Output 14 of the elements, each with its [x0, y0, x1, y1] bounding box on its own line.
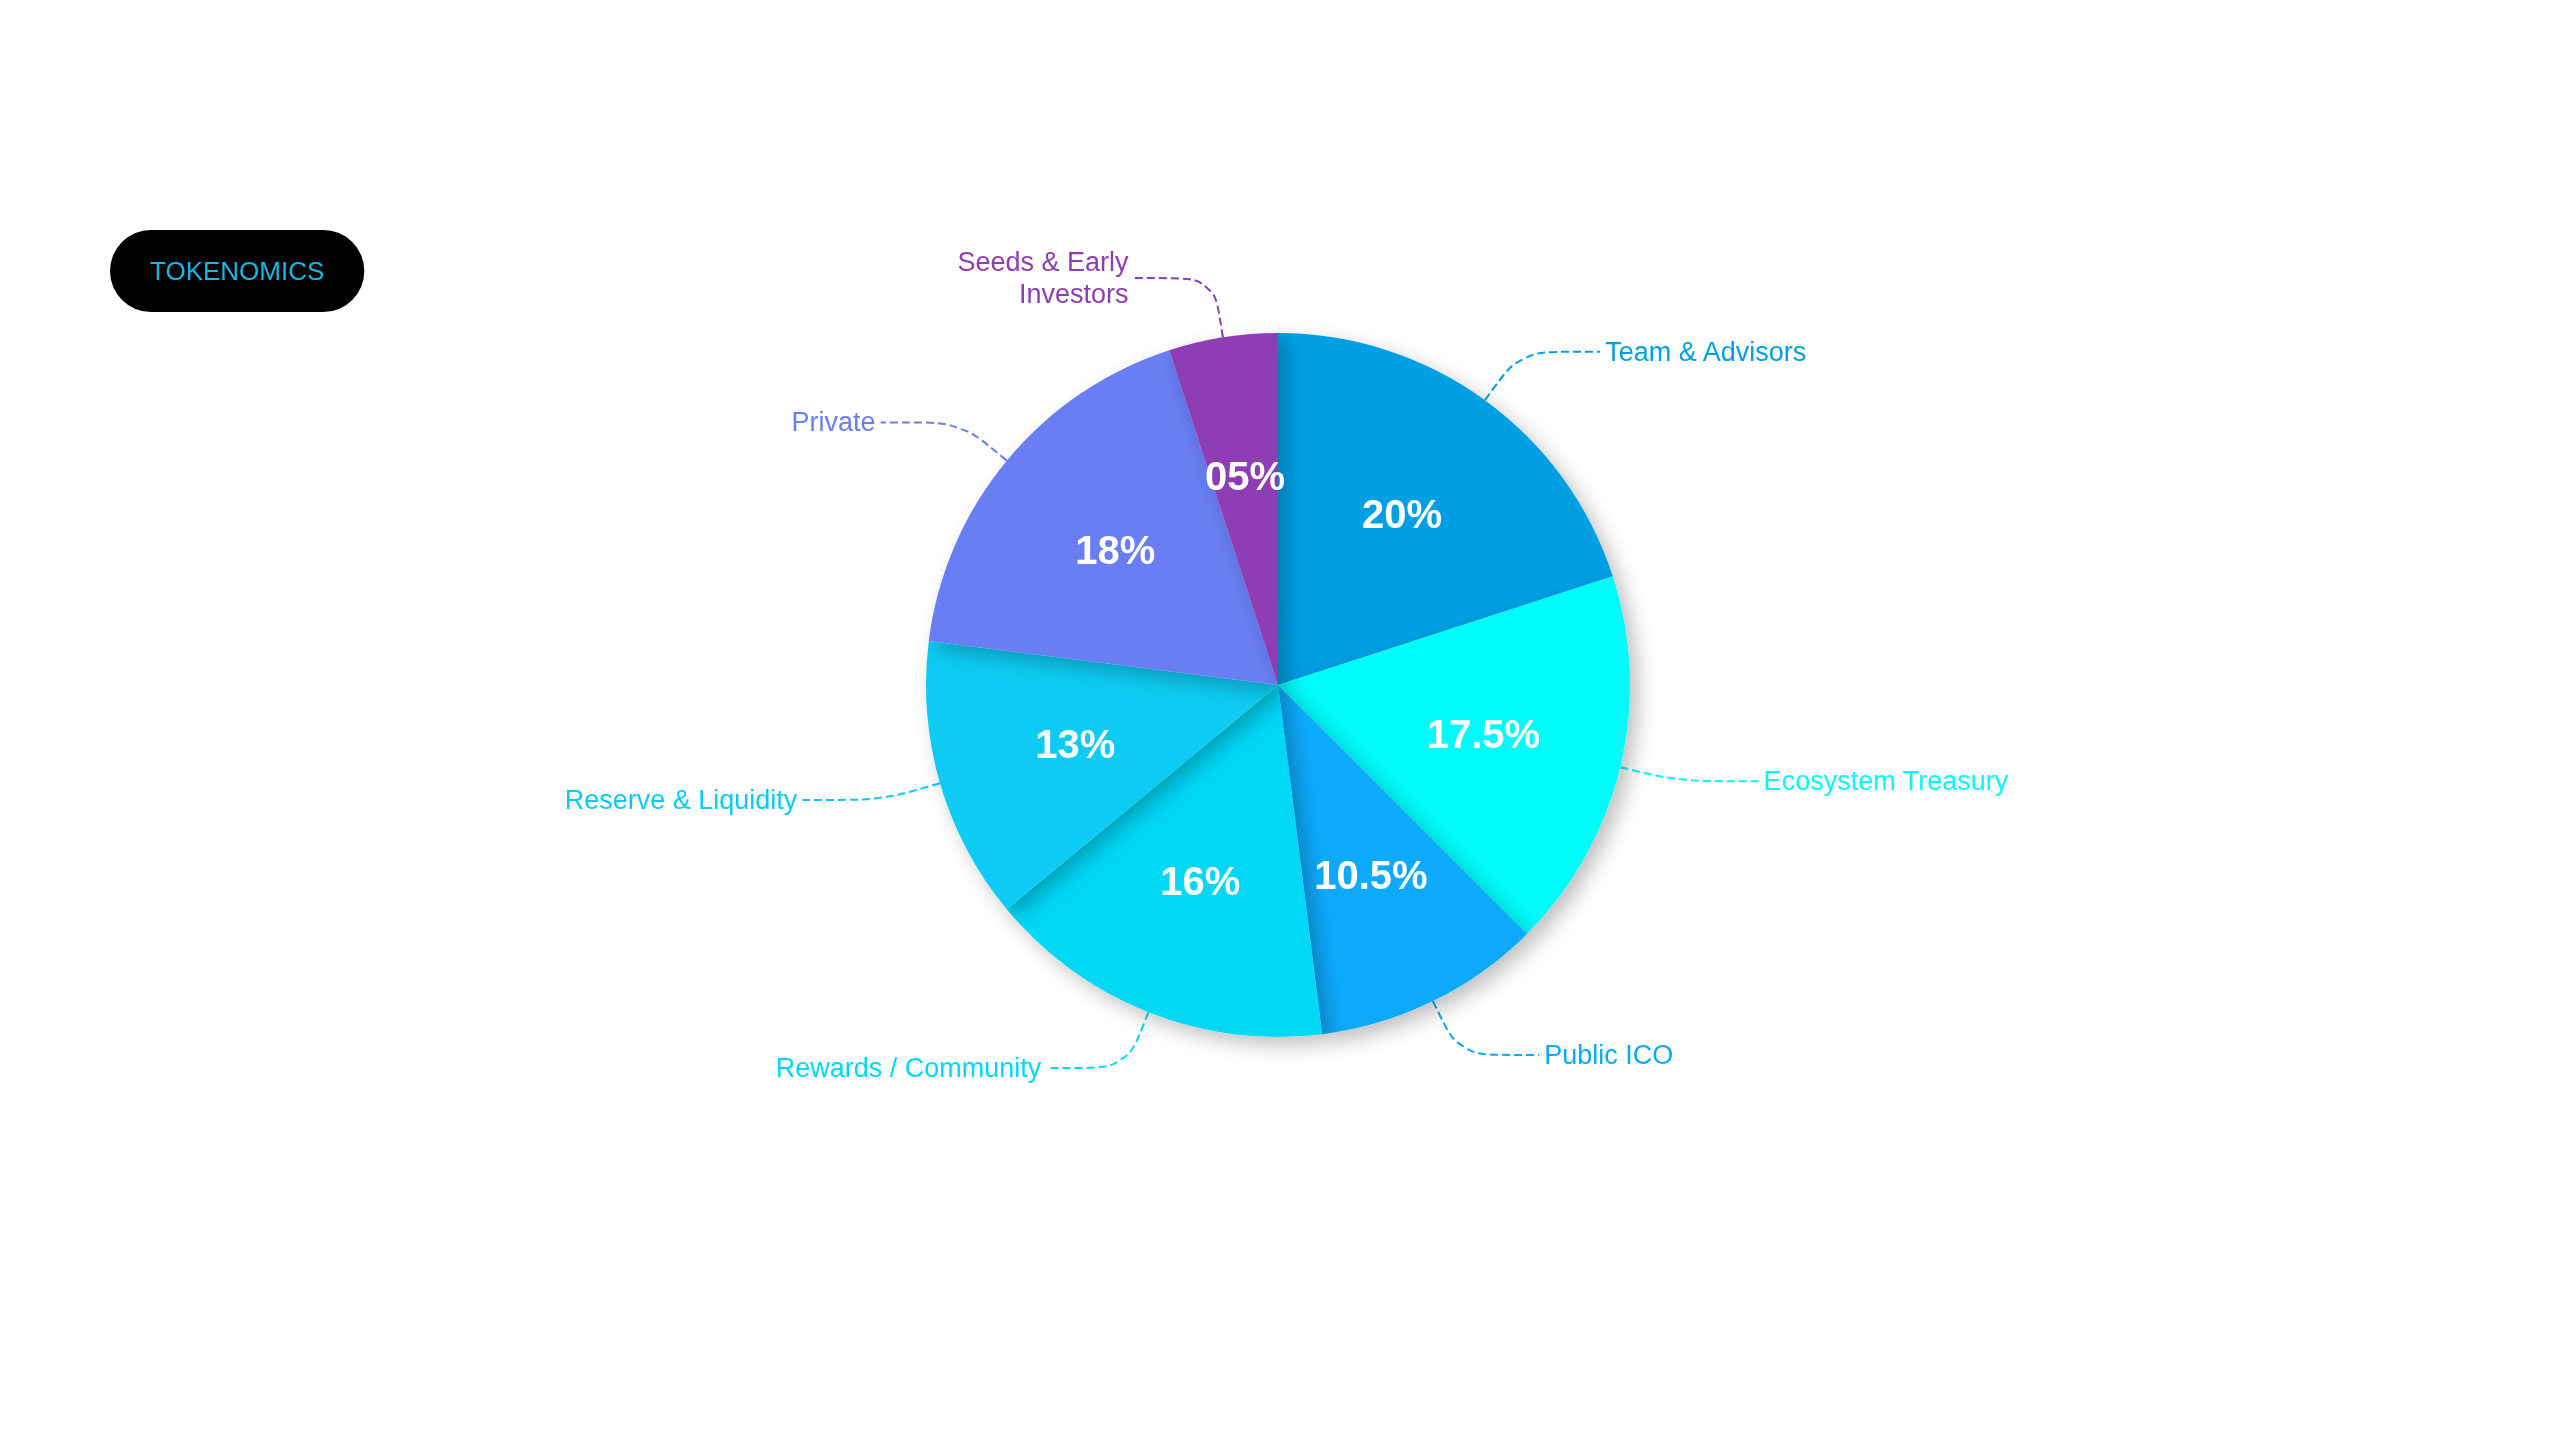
slice-label: Public ICO [1544, 1039, 1674, 1070]
data-label: 20% [1362, 492, 1443, 537]
slice-label: Seeds & Early Investors [957, 247, 1130, 310]
slice-label: Ecosystem Treasury [1763, 766, 2009, 797]
slice-label: Team & Advisors [1605, 336, 1807, 367]
text: TOKENOMICS [150, 256, 325, 286]
data-label: 18% [1075, 528, 1156, 573]
slice-label: Reserve & Liquidity [564, 784, 798, 815]
data-label: 13% [1035, 721, 1116, 766]
data-label: 16% [1160, 859, 1241, 904]
slice-label: Rewards / Community [775, 1053, 1042, 1084]
data-label: 10.5% [1314, 852, 1428, 897]
slice-label: Private [791, 407, 876, 438]
data-label: 17.5% [1426, 712, 1541, 757]
